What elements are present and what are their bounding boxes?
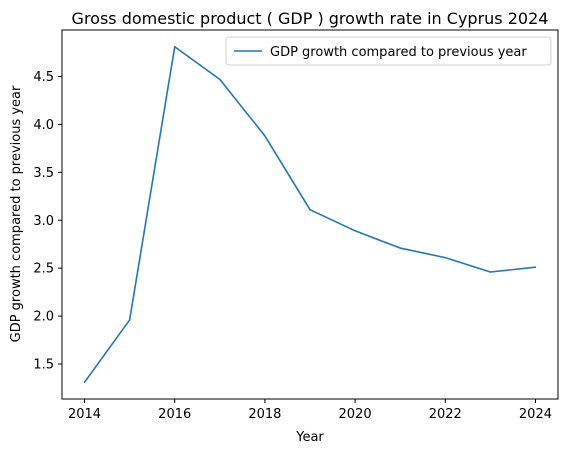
- data-point: [354, 229, 356, 232]
- data-point: [534, 266, 537, 269]
- x-axis-title: Year: [295, 430, 324, 445]
- data-point: [83, 381, 86, 384]
- x-tick-label: 2014: [68, 407, 101, 422]
- data-point: [489, 271, 492, 273]
- legend: GDP growth compared to previous year: [225, 36, 552, 66]
- plot-frame: [61, 29, 559, 400]
- x-tick-label: 2022: [429, 407, 462, 422]
- legend-label: GDP growth compared to previous year: [270, 45, 527, 60]
- data-point: [219, 78, 221, 81]
- x-tick-label: 2018: [248, 407, 281, 422]
- data-point: [444, 256, 447, 259]
- data-point: [128, 319, 131, 321]
- data-point: [399, 247, 401, 249]
- y-tick-label: 4.5: [33, 70, 54, 85]
- y-axis: 1.5 2.0 2.5 3.0 3.5 4.0 4.5: [33, 70, 62, 373]
- y-tick-label: 1.5: [33, 358, 54, 373]
- x-tick-label: 2016: [158, 407, 191, 422]
- y-tick-label: 3.5: [33, 166, 54, 181]
- plot-area: [62, 30, 558, 399]
- y-tick-label: 4.0: [33, 118, 54, 133]
- series-layer: [83, 45, 537, 384]
- x-axis: 2014 2016 2018 2020 2022 2024: [68, 399, 552, 422]
- data-point: [264, 135, 266, 137]
- y-tick-label: 2.5: [33, 262, 54, 277]
- chart-title: Gross domestic product ( GDP ) growth ra…: [72, 9, 549, 28]
- y-tick-label: 3.0: [33, 214, 54, 229]
- y-tick-label: 2.0: [33, 310, 54, 325]
- data-point: [173, 45, 176, 48]
- data-point: [309, 208, 311, 211]
- x-tick-label: 2024: [519, 407, 552, 422]
- y-axis-title: GDP growth compared to previous year: [9, 85, 24, 342]
- x-tick-label: 2020: [339, 407, 372, 422]
- legend-box: [225, 36, 552, 66]
